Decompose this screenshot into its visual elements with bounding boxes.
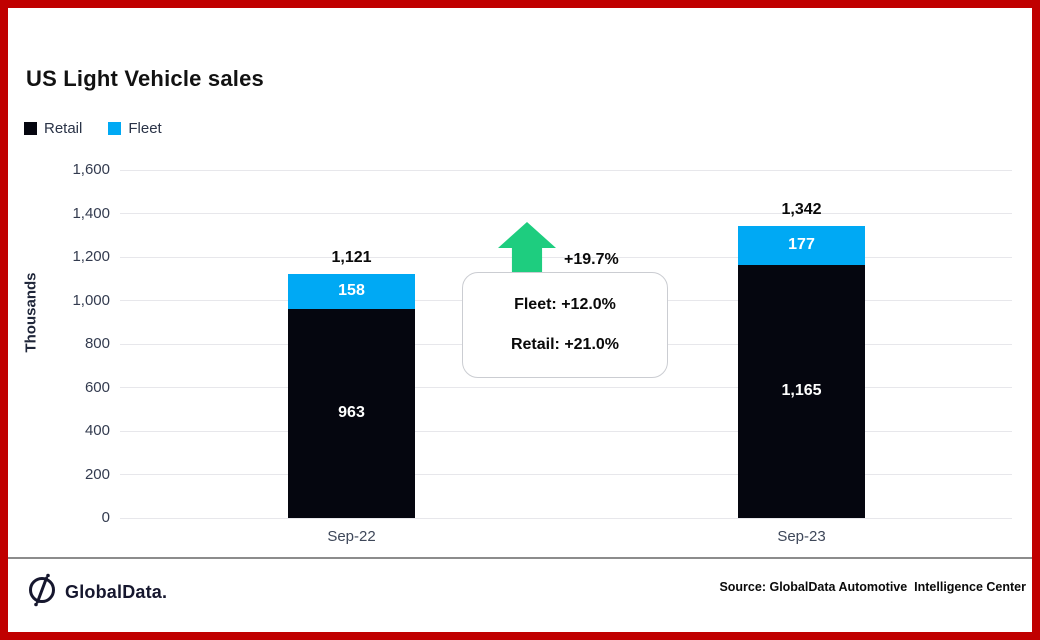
gridline	[120, 430, 1012, 432]
y-tick-label: 0	[101, 509, 110, 526]
globaldata-logo-text: GlobalData.	[65, 582, 168, 602]
bar-segment-value: 963	[338, 404, 365, 422]
y-tick-label: 1,400	[72, 204, 110, 222]
fleet-change-label: Fleet: +12.0%	[514, 295, 616, 313]
chart-title: US Light Vehicle sales	[26, 66, 264, 91]
y-tick-label: 1,600	[72, 161, 110, 178]
y-tick-label: 200	[84, 465, 110, 483]
y-tick-label: 1,000	[72, 291, 110, 309]
legend-swatch-fleet	[108, 122, 122, 135]
footer-divider	[8, 557, 1032, 559]
y-tick-label: 400	[84, 422, 110, 439]
gridline	[120, 517, 1012, 519]
source-attribution: Source: GlobalData Automotive Intelligen…	[719, 580, 1026, 594]
x-tick-label: Sep-23	[777, 528, 826, 545]
legend-swatch-retail	[24, 122, 37, 135]
bar-segment-fleet-sep-23: 177	[738, 226, 865, 265]
bar-total-label: 1,342	[781, 201, 822, 219]
legend: Retail Fleet	[24, 120, 162, 137]
y-tick-label: 800	[84, 335, 110, 352]
bar-segment-fleet-sep-22: 158	[288, 274, 415, 309]
retail-change-label: Retail: +21.0%	[510, 336, 620, 354]
page: US Light Vehicle sales Retail Fleet Thous…	[8, 8, 1032, 632]
bar-segment-value: 1,165	[781, 382, 822, 400]
bar-segment-value: 177	[788, 236, 815, 254]
legend-label: Fleet	[128, 120, 162, 137]
legend-item-retail: Retail	[24, 120, 82, 137]
legend-item-fleet: Fleet	[108, 120, 162, 137]
total-change-label: +19.7%	[564, 251, 619, 268]
gridline	[120, 213, 1012, 214]
gridline	[120, 474, 1012, 475]
y-tick-label: 1,200	[72, 248, 110, 265]
y-tick-label: 600	[84, 378, 110, 396]
globaldata-logo: GlobalData.	[24, 572, 167, 613]
bar-total-label: 1,121	[331, 249, 372, 267]
gridline	[120, 169, 1012, 171]
bar-segment-value: 158	[338, 282, 365, 300]
globaldata-logo-icon	[24, 572, 60, 613]
bar-segment-retail-sep-22: 963	[288, 308, 415, 518]
change-callout-box: Fleet: +12.0% Retail: +21.0%	[462, 272, 668, 378]
gridline	[120, 256, 1012, 258]
plot-area: 963 158 1,121 1,165 177 1,342	[120, 169, 1012, 519]
bar-segment-retail-sep-23: 1,165	[738, 264, 865, 518]
legend-label: Retail	[44, 120, 83, 137]
x-tick-label: Sep-22	[327, 528, 376, 545]
gridline	[120, 387, 1012, 388]
